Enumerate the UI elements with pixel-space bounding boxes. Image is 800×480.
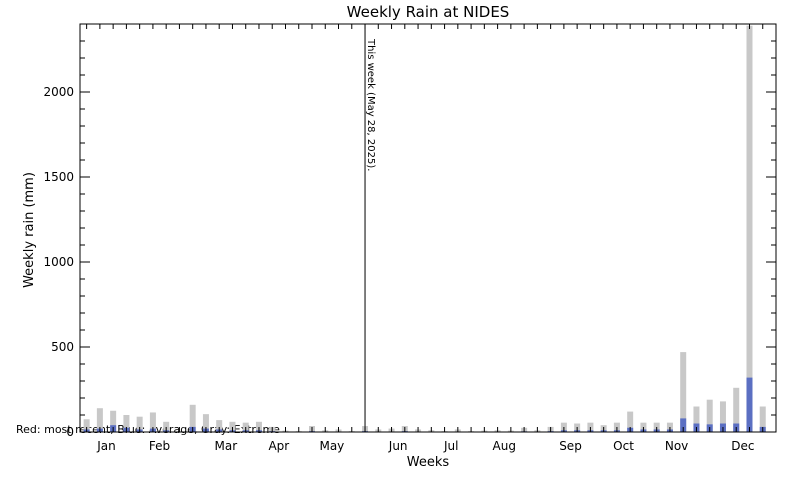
month-label: Jul [443, 439, 458, 453]
extreme-bar [216, 420, 223, 432]
axes-group: 0 500 1000 1500 2000 Jan Feb Mar Apr May Jun Jul Aug… [43, 24, 776, 453]
extreme-bar [123, 415, 130, 432]
month-label: Mar [215, 439, 238, 453]
extreme-bar [746, 25, 753, 432]
extreme-bar [189, 404, 196, 432]
month-label: Aug [493, 439, 516, 453]
month-label: Oct [613, 439, 634, 453]
extreme-bar [149, 412, 156, 432]
month-label: Dec [731, 439, 754, 453]
legend-text: Red: most recent, Blue: Average, Gray: E… [16, 423, 280, 436]
month-label: Feb [149, 439, 170, 453]
y-tick-label: 1500 [43, 170, 74, 184]
extreme-bar [163, 421, 170, 432]
annotation-group: This week (May 28, 2025). [364, 24, 376, 432]
average-bar [746, 377, 753, 432]
y-axis-label: Weekly rain (mm) [22, 172, 37, 288]
extreme-bar [255, 421, 262, 432]
month-label: May [319, 439, 344, 453]
bars-group [83, 25, 766, 432]
extreme-bar [759, 406, 766, 432]
extreme-bar [136, 416, 143, 432]
extreme-bar [733, 387, 740, 432]
extreme-bar [96, 408, 103, 432]
average-bar [680, 418, 687, 432]
current-week-label: This week (May 28, 2025). [365, 38, 376, 171]
y-tick-label: 0 [66, 425, 74, 439]
extreme-bar [110, 410, 117, 432]
chart-title: Weekly Rain at NIDES [347, 3, 510, 21]
month-label: Apr [268, 439, 289, 453]
plot-frame [79, 23, 777, 433]
y-tick-label: 1000 [43, 255, 74, 269]
month-label: Sep [559, 439, 582, 453]
extreme-bar [229, 421, 236, 432]
y-tick-label: 500 [51, 340, 74, 354]
extreme-bar [202, 414, 209, 432]
extreme-bar [719, 401, 726, 432]
month-label: Nov [665, 439, 688, 453]
extreme-bar [693, 406, 700, 432]
extreme-bar [627, 411, 634, 432]
extreme-bar [83, 419, 90, 432]
extreme-bar [706, 399, 713, 432]
month-label: Jun [388, 439, 408, 453]
extreme-bar [680, 352, 687, 432]
x-axis-label: Weeks [407, 455, 450, 470]
y-tick-label: 2000 [43, 85, 74, 99]
month-label: Jan [96, 439, 116, 453]
